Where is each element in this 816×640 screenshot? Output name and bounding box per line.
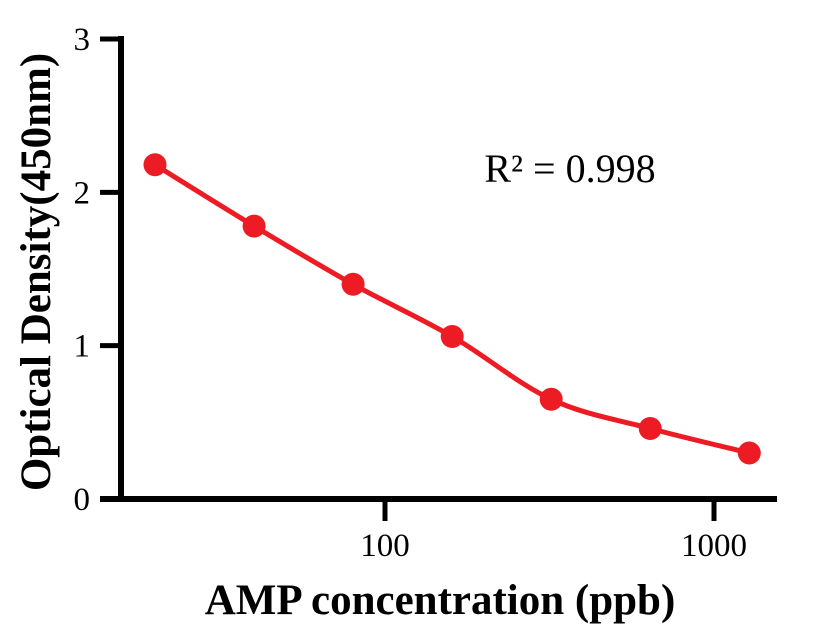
y-tick-label: 0 (74, 482, 91, 518)
y-tick-label: 1 (74, 329, 91, 365)
data-point (341, 272, 365, 296)
axes (100, 36, 777, 502)
r-squared-annotation: R² = 0.998 (484, 146, 655, 191)
data-point (737, 441, 761, 465)
y-tick-label: 2 (74, 175, 91, 211)
y-tick-label: 3 (74, 22, 91, 58)
data-point (440, 325, 464, 348)
data-points (143, 153, 761, 465)
data-point (638, 417, 662, 440)
data-point (143, 153, 167, 177)
x-axis-title: AMP concentration (ppb) (205, 577, 676, 624)
x-tick-label: 1000 (681, 528, 747, 564)
data-point (242, 214, 266, 238)
x-axis-ticks: 100 1000 (360, 499, 747, 564)
fit-curve (152, 162, 752, 456)
y-axis-ticks: 0 1 2 3 (74, 22, 121, 518)
y-axis-title: Optical Density(450nm) (13, 53, 60, 491)
data-point (539, 387, 563, 411)
x-tick-label: 100 (360, 528, 410, 564)
